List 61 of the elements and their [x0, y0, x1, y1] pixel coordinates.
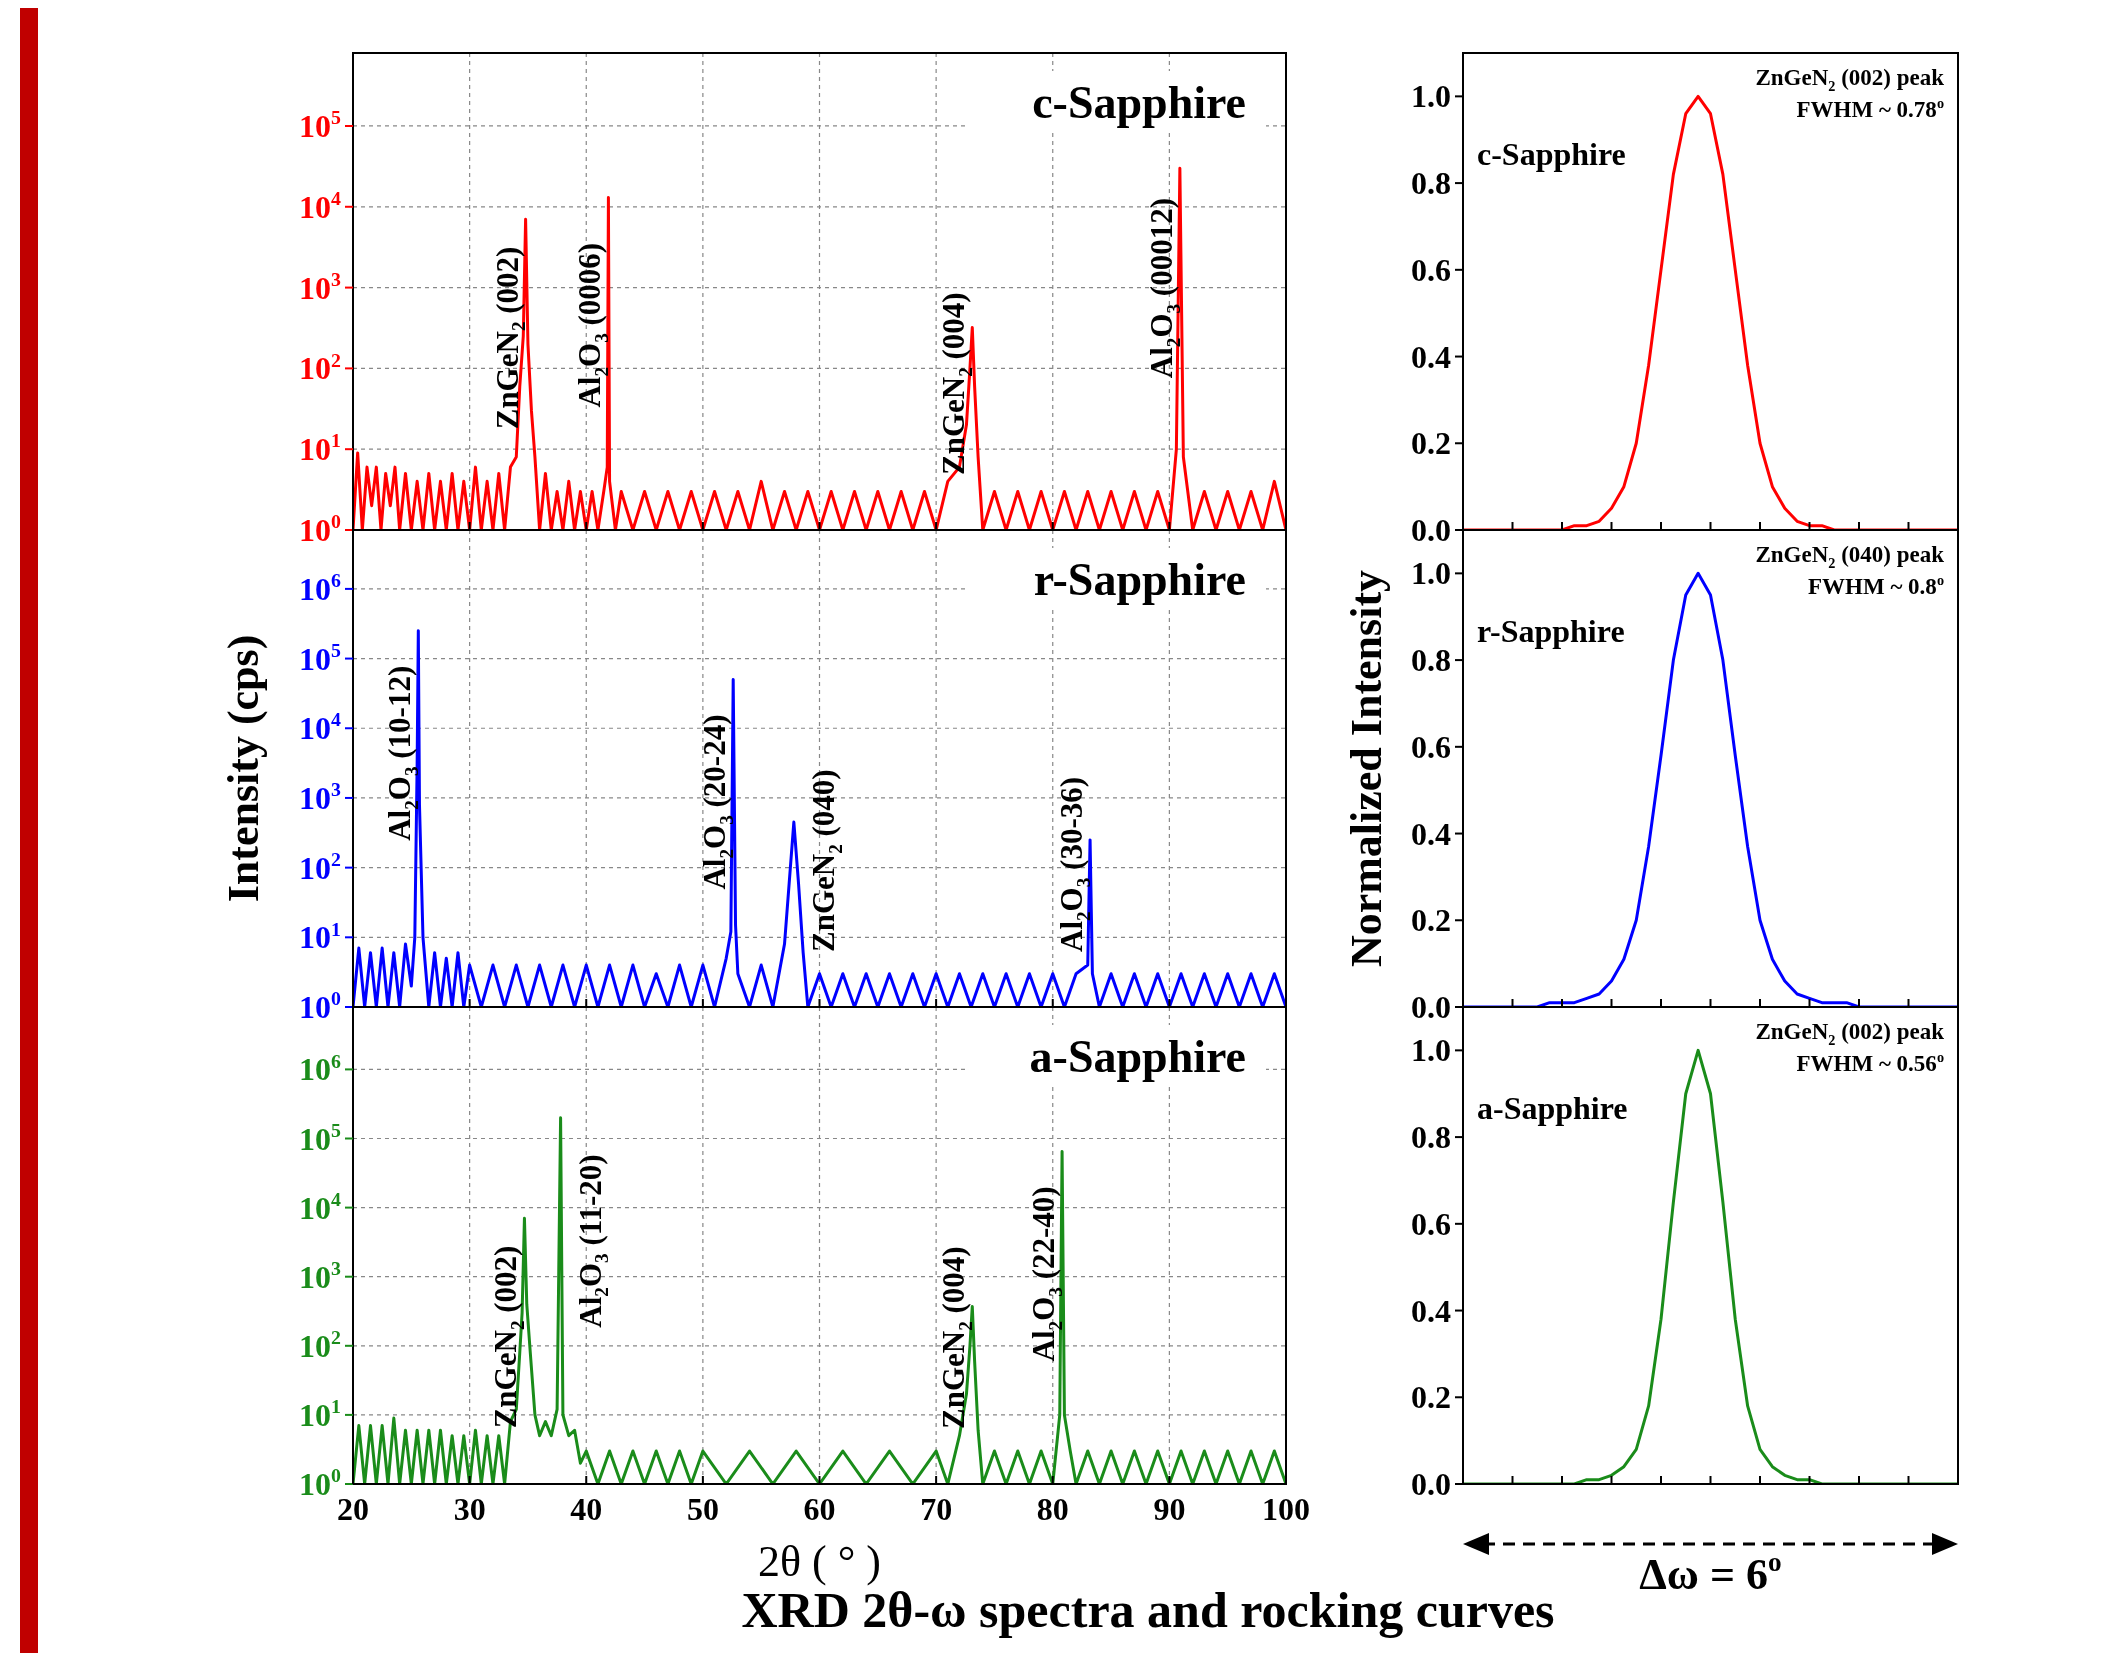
text: r-Sapphire [1033, 554, 1246, 605]
y-tick-label: 1.0 [1411, 78, 1451, 115]
y-tick-label: 0.4 [1411, 338, 1451, 375]
annotation: ZnGeN$_{2}$ (002) peak [1755, 65, 1945, 94]
y-tick-label: 0.6 [1411, 251, 1451, 288]
y-tick-label: 0.2 [1411, 1379, 1451, 1416]
y-tick-label: 0.2 [1411, 902, 1451, 939]
annotation: FWHM ~ 0.56$^{o}$ [1796, 1048, 1944, 1076]
x-tick-label: 80 [1036, 1491, 1069, 1527]
y-tick-label: 10$^{0}$ [299, 510, 342, 548]
y-tick-label: 0.6 [1411, 728, 1451, 765]
y-tick-label: 10$^{5}$ [299, 1118, 342, 1157]
y-tick-label: 10$^{3}$ [299, 778, 342, 816]
y-tick-label: 0.0 [1411, 1466, 1451, 1502]
text: a-Sapphire [1477, 1090, 1628, 1126]
x-tick-label: 90 [1153, 1491, 1186, 1527]
y-tick-label: 10$^{2}$ [299, 348, 342, 387]
text: r-Sapphire [1477, 613, 1625, 649]
y-tick-label: 10$^{3}$ [299, 1256, 342, 1295]
y-tick-label: 10$^{5}$ [299, 638, 342, 677]
text: a-Sapphire [1029, 1031, 1246, 1082]
annotation: ZnGeN$_{2}$ (002) peak [1755, 1019, 1945, 1048]
y-tick-label: 10$^{4}$ [299, 186, 342, 225]
y-tick-label: 10$^{5}$ [299, 106, 342, 144]
y-tick-label: 0.6 [1411, 1205, 1451, 1242]
annotation: FWHM ~ 0.8$^{o}$ [1808, 571, 1944, 599]
y-tick-label: 0.8 [1411, 1119, 1451, 1156]
x-tick-label: 50 [686, 1491, 719, 1527]
y-tick-label: 0.0 [1411, 512, 1451, 548]
y-tick-label: 10$^{0}$ [299, 987, 342, 1025]
text: c-Sapphire [1032, 77, 1246, 128]
y-tick-label: 0.2 [1411, 425, 1451, 462]
y-tick-label: 10$^{1}$ [299, 1395, 341, 1433]
text: c-Sapphire [1477, 136, 1626, 172]
x-tick-label: 30 [453, 1491, 486, 1527]
annotation: ZnGeN$_{2}$ (040) peak [1755, 542, 1945, 571]
x-tick-label: 20 [337, 1491, 369, 1527]
y-tick-label: 10$^{6}$ [299, 569, 342, 607]
y-tick-label: 10$^{2}$ [299, 847, 342, 886]
x-tick-label: 40 [570, 1491, 603, 1527]
y-tick-label: 10$^{2}$ [299, 1326, 342, 1364]
y-tick-label: 0.4 [1411, 1292, 1451, 1329]
y-tick-label: 0.4 [1411, 815, 1451, 852]
y-axis-title: Normalized Intensity [1342, 569, 1391, 968]
y-tick-label: 10$^{3}$ [299, 267, 342, 306]
y-tick-label: 0.0 [1411, 989, 1451, 1025]
y-tick-label: 0.8 [1411, 165, 1451, 202]
y-tick-label: 10$^{1}$ [299, 429, 341, 468]
x-tick-label: 100 [1262, 1491, 1310, 1527]
y-tick-label: 10$^{4}$ [299, 708, 342, 747]
y-tick-label: 1.0 [1411, 555, 1451, 592]
y-tick-label: 0.8 [1411, 642, 1451, 679]
x-tick-label: 70 [920, 1491, 953, 1527]
x-tick-label: 60 [803, 1491, 836, 1527]
annotation: FWHM ~ 0.78$^{o}$ [1796, 94, 1944, 122]
y-tick-label: 10$^{1}$ [299, 917, 341, 956]
y-tick-label: 10$^{4}$ [299, 1187, 342, 1226]
y-tick-label: 1.0 [1411, 1032, 1451, 1069]
y-axis-title: Intensity (cps) [219, 634, 268, 903]
y-tick-label: 10$^{6}$ [299, 1049, 342, 1088]
x-axis-title: Δω = 6$^{o}$ [1639, 1547, 1782, 1599]
